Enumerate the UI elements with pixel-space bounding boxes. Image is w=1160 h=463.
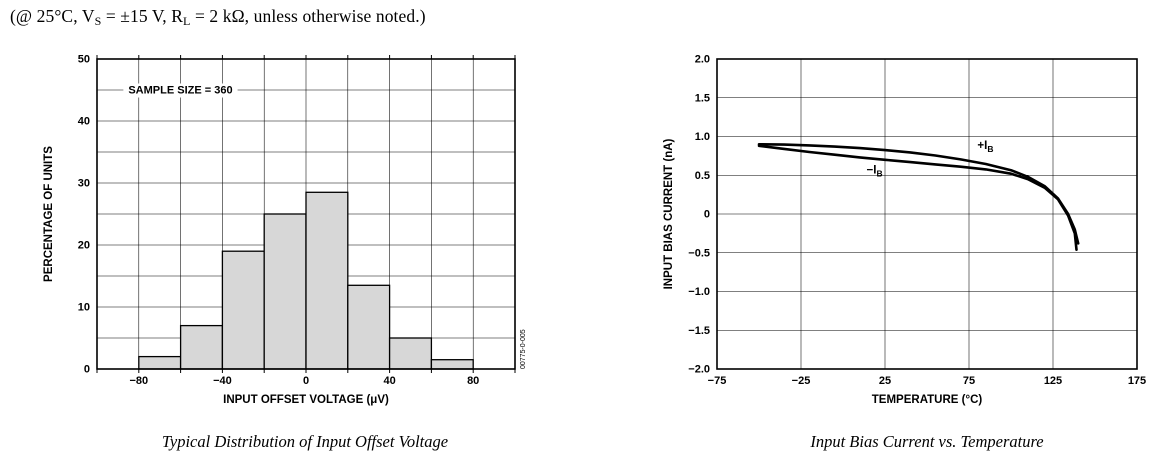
offset-histogram-chart: SAMPLE SIZE = 360 −80 −40 0 40 80 0 10 20 30 40 50 I… bbox=[43, 54, 527, 407]
y-tick-label: 30 bbox=[78, 178, 90, 190]
x-axis-label: INPUT OFFSET VOLTAGE (μV) bbox=[223, 394, 389, 406]
annotation-background bbox=[123, 83, 238, 98]
y-tick-label: −1.5 bbox=[688, 325, 710, 337]
histogram-bar bbox=[388, 337, 433, 370]
curve-label-plus-IB: +IB bbox=[977, 140, 993, 154]
x-tick-label: 80 bbox=[467, 375, 479, 387]
histogram-bar bbox=[138, 355, 182, 370]
grid bbox=[717, 59, 1137, 369]
x-axis-label: TEMPERATURE (°C) bbox=[872, 394, 983, 406]
y-axis-label: PERCENTAGE OF UNITS bbox=[43, 146, 55, 282]
histogram-bar bbox=[221, 250, 265, 370]
x-tick-label: 25 bbox=[879, 375, 891, 387]
border-ticks bbox=[96, 55, 516, 373]
histogram-bar bbox=[430, 359, 474, 370]
note-text: = 2 kΩ, unless otherwise noted.) bbox=[190, 6, 426, 26]
series-curves: +IB −IB bbox=[757, 140, 1080, 251]
y-tick-label: −0.5 bbox=[688, 247, 710, 259]
histogram-bar bbox=[179, 324, 224, 370]
y-tick-label: 0.5 bbox=[695, 170, 710, 182]
x-tick-label: 40 bbox=[383, 375, 395, 387]
note-text: = ±15 V, R bbox=[101, 6, 184, 26]
curve-minus-IB bbox=[757, 144, 1078, 251]
x-tick-label: −25 bbox=[792, 375, 811, 387]
y-tick-label: 40 bbox=[78, 116, 90, 128]
histogram-bars bbox=[138, 191, 474, 370]
y-tick-label: 1.0 bbox=[695, 131, 710, 143]
y-tick-label: 2.0 bbox=[695, 54, 710, 66]
y-tick-label: 10 bbox=[78, 302, 90, 314]
x-tick-label: 125 bbox=[1044, 375, 1062, 387]
histogram-bar bbox=[263, 213, 307, 370]
sample-size-annotation: SAMPLE SIZE = 360 bbox=[128, 85, 232, 97]
y-axis-label: INPUT BIAS CURRENT (nA) bbox=[663, 138, 675, 289]
x-tick-label: −40 bbox=[213, 375, 232, 387]
note-text: (@ 25°C, V bbox=[10, 6, 95, 26]
x-tick-label: −80 bbox=[129, 375, 148, 387]
curve-label-minus-IB: −IB bbox=[867, 165, 883, 179]
figure-caption: Typical Distribution of Input Offset Vol… bbox=[161, 432, 449, 451]
figure-caption: Input Bias Current vs. Temperature bbox=[810, 432, 1044, 451]
conditions-note: (@ 25°C, VS = ±15 V, RL = 2 kΩ, unless o… bbox=[10, 6, 426, 29]
y-tick-label: 20 bbox=[78, 240, 90, 252]
note-subscript: S bbox=[94, 14, 102, 28]
y-tick-label: 50 bbox=[78, 54, 90, 66]
x-tick-label: −75 bbox=[708, 375, 727, 387]
figure-code: 00775-0-005 bbox=[520, 329, 527, 369]
figure-bias-vs-temperature: +IB −IB −75 −25 25 75 125 175 2.0 1.5 1.0 0.5 0 −0.5 −… bbox=[645, 45, 1150, 452]
figure-offset-histogram: SAMPLE SIZE = 360 −80 −40 0 40 80 0 10 20 30 40 50 I… bbox=[30, 45, 535, 452]
plot-border bbox=[716, 58, 1138, 370]
histogram-bar bbox=[347, 284, 391, 370]
y-tick-label: 0 bbox=[84, 364, 90, 376]
y-tick-label: 1.5 bbox=[695, 92, 710, 104]
x-tick-label: 175 bbox=[1128, 375, 1146, 387]
bias-vs-temperature-chart: +IB −IB −75 −25 25 75 125 175 2.0 1.5 1.0 0.5 0 −0.5 −… bbox=[663, 54, 1146, 407]
curve-plus-IB bbox=[757, 143, 1080, 245]
x-tick-label: 75 bbox=[963, 375, 975, 387]
histogram-bar bbox=[305, 191, 349, 370]
y-tick-label: 0 bbox=[704, 209, 710, 221]
x-tick-label: 0 bbox=[303, 375, 309, 387]
y-tick-label: −2.0 bbox=[688, 364, 710, 376]
y-tick-label: −1.0 bbox=[688, 286, 710, 298]
note-subscript: L bbox=[183, 14, 191, 28]
